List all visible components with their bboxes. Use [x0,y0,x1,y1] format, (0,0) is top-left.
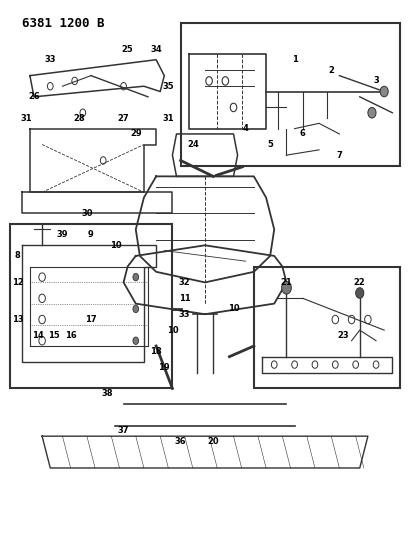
Text: 17: 17 [85,315,97,324]
Text: 25: 25 [121,45,133,54]
Text: 23: 23 [337,331,348,340]
Text: 10: 10 [166,326,178,335]
Text: 37: 37 [117,426,129,435]
Circle shape [133,337,138,344]
Text: 34: 34 [150,45,162,54]
Circle shape [355,288,363,298]
Text: 1: 1 [291,55,297,64]
Circle shape [367,108,375,118]
Text: 31: 31 [162,114,174,123]
Text: 6381 1200 B: 6381 1200 B [22,17,104,30]
Text: 31: 31 [20,114,31,123]
Text: 26: 26 [28,92,40,101]
Text: 35: 35 [162,82,174,91]
Text: 11: 11 [178,294,190,303]
Text: 20: 20 [207,437,218,446]
Circle shape [379,86,387,97]
Text: 16: 16 [65,331,76,340]
Bar [180,22,400,166]
Text: 32: 32 [178,278,190,287]
Text: 36: 36 [174,437,186,446]
Text: 33: 33 [178,310,190,319]
Text: 39: 39 [56,230,68,239]
Text: 27: 27 [117,114,129,123]
Text: 10: 10 [227,304,239,313]
Text: 21: 21 [280,278,292,287]
Text: 9: 9 [88,230,94,239]
Circle shape [133,273,138,281]
Text: 13: 13 [12,315,23,324]
Circle shape [281,281,291,294]
Text: 7: 7 [336,151,342,160]
Text: 3: 3 [372,76,378,85]
Text: 6: 6 [299,130,305,139]
Text: 12: 12 [12,278,23,287]
Text: 33: 33 [45,55,56,64]
Text: 18: 18 [150,347,162,356]
Text: 38: 38 [101,389,113,398]
Bar [9,224,172,389]
Text: 19: 19 [158,363,170,372]
Text: 22: 22 [353,278,365,287]
Text: 30: 30 [81,209,92,218]
Text: 29: 29 [130,130,141,139]
Text: 10: 10 [109,241,121,250]
Text: 4: 4 [242,124,248,133]
Text: 2: 2 [328,66,333,75]
Circle shape [133,305,138,313]
Bar [253,266,400,389]
Text: 14: 14 [32,331,44,340]
Text: 5: 5 [267,140,272,149]
Text: 8: 8 [15,252,20,261]
Text: 15: 15 [48,331,60,340]
Text: 28: 28 [73,114,84,123]
Text: 24: 24 [187,140,198,149]
